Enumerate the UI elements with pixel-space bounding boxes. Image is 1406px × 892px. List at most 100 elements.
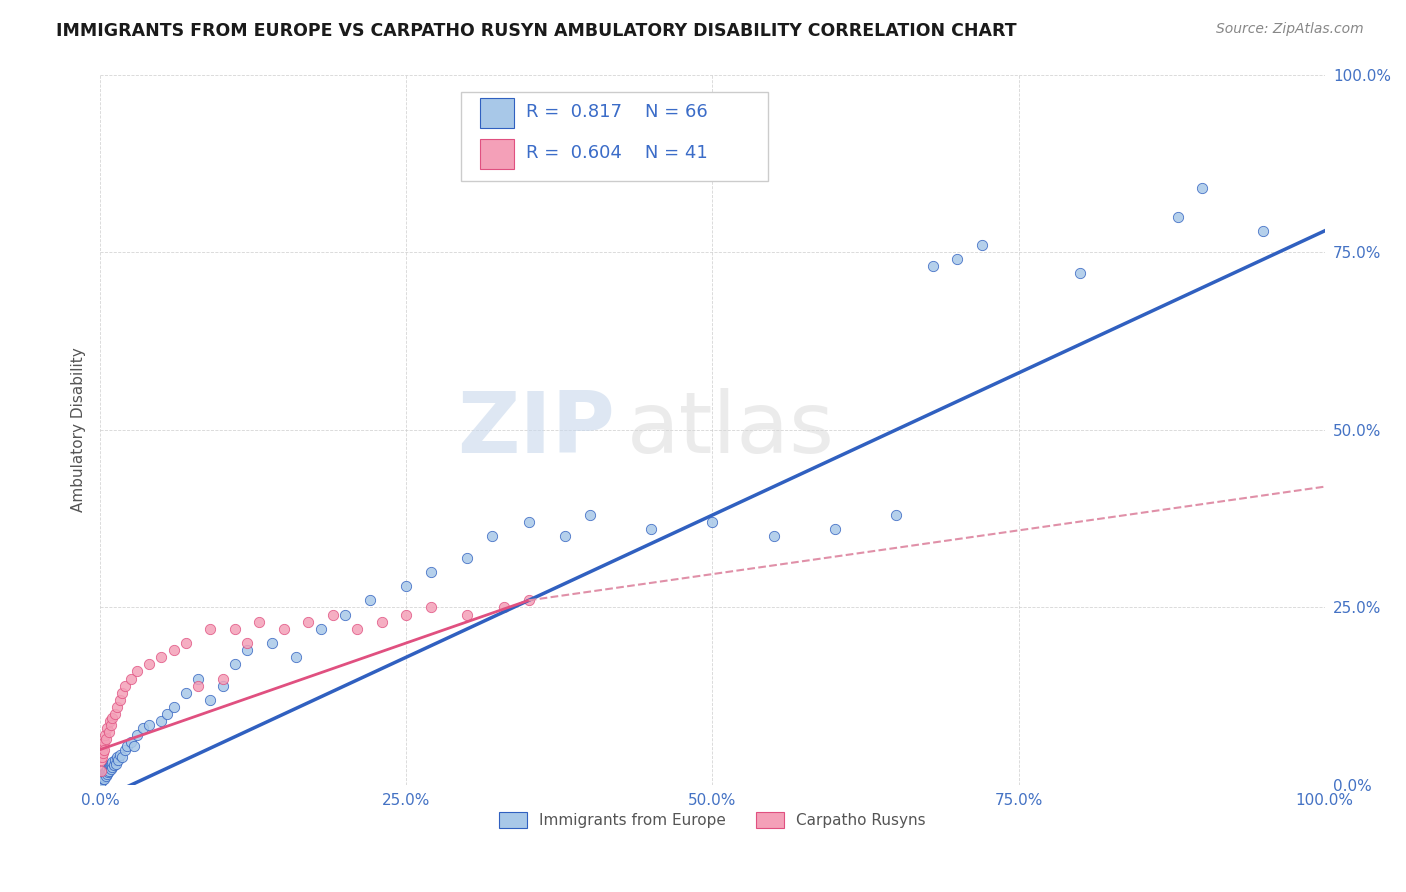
Point [91, 746, 114, 760]
Point [640, 522, 662, 536]
Point [481, 529, 503, 543]
Point [93, 772, 115, 786]
Point [162, 643, 184, 657]
Point [120, 672, 142, 686]
Point [554, 529, 576, 543]
Point [200, 622, 222, 636]
Point [946, 252, 969, 267]
Point [124, 739, 146, 753]
Point [456, 607, 478, 622]
Point [333, 607, 356, 622]
FancyBboxPatch shape [461, 92, 768, 181]
Point [702, 515, 724, 529]
Point [91, 767, 114, 781]
Point [94, 728, 117, 742]
Point [224, 657, 246, 672]
Point [114, 742, 136, 756]
Point [103, 758, 125, 772]
Point [456, 550, 478, 565]
Point [107, 753, 129, 767]
Point [105, 756, 128, 771]
Point [247, 615, 270, 629]
Point [285, 650, 308, 665]
Point [211, 672, 233, 686]
Text: Source: ZipAtlas.com: Source: ZipAtlas.com [1216, 22, 1364, 37]
Bar [479, 98, 515, 128]
Point [91, 771, 114, 785]
Point [150, 714, 173, 728]
Point [90, 764, 112, 778]
Point [884, 508, 907, 522]
Point [96, 767, 118, 781]
Point [94, 769, 117, 783]
Point [395, 579, 418, 593]
Point [100, 762, 122, 776]
Point [97, 724, 120, 739]
Point [97, 765, 120, 780]
Point [224, 622, 246, 636]
Point [93, 735, 115, 749]
Point [419, 600, 441, 615]
Point [96, 721, 118, 735]
Point [91, 772, 114, 787]
Point [419, 565, 441, 579]
Point [132, 721, 155, 735]
Point [824, 522, 846, 536]
Point [104, 753, 127, 767]
Y-axis label: Ambulatory Disability: Ambulatory Disability [72, 347, 86, 512]
Point [921, 260, 943, 274]
Point [211, 679, 233, 693]
Text: R =  0.817    N = 66: R = 0.817 N = 66 [526, 103, 709, 120]
Point [359, 593, 381, 607]
Bar [479, 139, 515, 169]
Point [108, 693, 131, 707]
Point [93, 770, 115, 784]
Point [1069, 267, 1091, 281]
Point [96, 731, 118, 746]
Point [187, 672, 209, 686]
Point [90, 774, 112, 789]
Point [309, 622, 332, 636]
Text: atlas: atlas [627, 388, 835, 471]
Point [114, 679, 136, 693]
Point [105, 700, 128, 714]
Text: ZIP: ZIP [457, 388, 614, 471]
Point [187, 679, 209, 693]
Point [260, 636, 283, 650]
Point [579, 508, 602, 522]
Point [346, 622, 368, 636]
Point [138, 717, 160, 731]
Point [111, 749, 134, 764]
Point [101, 710, 124, 724]
Point [91, 739, 114, 753]
Point [162, 700, 184, 714]
Point [120, 735, 142, 749]
Point [100, 760, 122, 774]
Point [174, 636, 197, 650]
Point [90, 753, 112, 767]
Point [100, 717, 122, 731]
Point [98, 758, 121, 772]
Point [105, 749, 128, 764]
Point [101, 756, 124, 770]
Point [236, 643, 259, 657]
Point [96, 763, 118, 777]
Point [93, 742, 115, 756]
Point [395, 607, 418, 622]
Point [108, 748, 131, 763]
Point [125, 728, 148, 742]
Point [970, 238, 993, 252]
Point [1191, 181, 1213, 195]
Point [273, 622, 295, 636]
Point [517, 515, 540, 529]
Point [1253, 224, 1275, 238]
Point [100, 756, 122, 771]
Point [94, 765, 117, 780]
Point [297, 615, 319, 629]
Point [494, 600, 516, 615]
Point [115, 739, 138, 753]
Point [98, 764, 121, 778]
Point [517, 593, 540, 607]
Point [371, 615, 394, 629]
Point [236, 636, 259, 650]
